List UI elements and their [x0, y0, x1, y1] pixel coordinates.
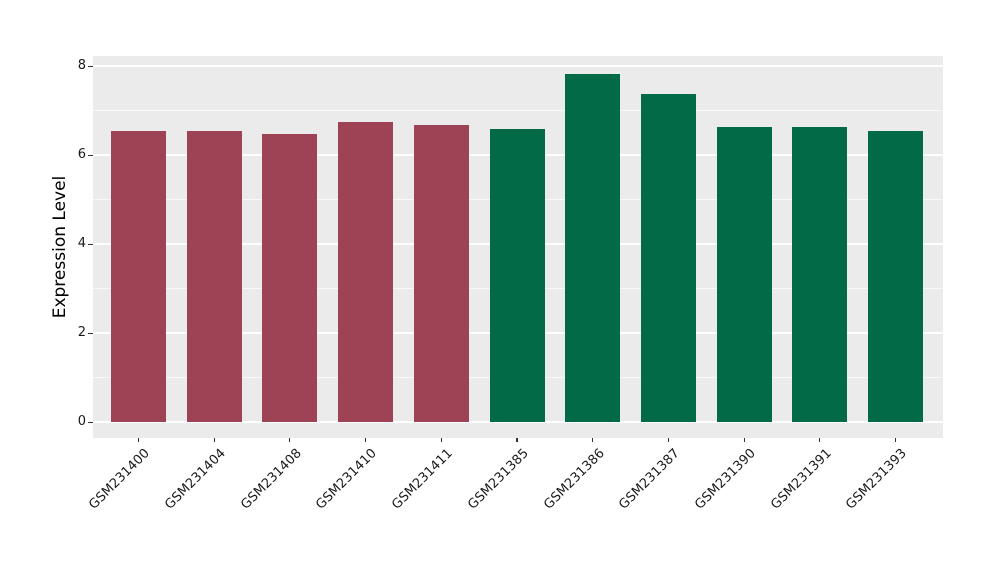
x-tick-label: GSM231391 — [767, 446, 835, 513]
bar-GSM231390 — [716, 126, 772, 422]
x-tick-mark — [440, 438, 442, 442]
bar-GSM231400 — [111, 131, 166, 422]
x-tick-mark — [516, 438, 518, 442]
x-tick-mark — [137, 438, 140, 442]
x-tick-label: GSM231408 — [237, 446, 305, 513]
y-tick-label: 8 — [77, 58, 86, 73]
bar-GSM231404 — [186, 131, 242, 422]
bar-GSM231391 — [792, 126, 848, 422]
y-tick-label: 4 — [77, 236, 86, 251]
x-tick-label: GSM231411 — [389, 446, 456, 513]
bar-GSM231386 — [565, 74, 621, 422]
bar-GSM231411 — [413, 124, 469, 422]
x-tick-label: GSM231393 — [843, 446, 911, 513]
x-tick-mark — [667, 438, 669, 442]
x-tick-mark — [289, 438, 291, 442]
y-tick-label: 0 — [77, 414, 86, 429]
x-tick-mark — [592, 438, 594, 442]
x-tick-label: GSM231387 — [616, 446, 683, 513]
x-tick-label: GSM231410 — [313, 446, 381, 513]
x-tick-label: GSM231404 — [162, 446, 229, 513]
y-tick-mark — [88, 421, 93, 423]
y-tick-mark — [88, 332, 93, 334]
plot-panel — [93, 56, 943, 438]
x-tick-label: GSM231390 — [692, 446, 759, 513]
gridline-minor — [93, 110, 943, 111]
bar-GSM231410 — [338, 122, 394, 422]
bar-GSM231408 — [262, 133, 318, 422]
x-tick-label: GSM231386 — [540, 446, 608, 513]
y-tick-mark — [88, 65, 93, 67]
gridline-major — [93, 421, 943, 423]
x-tick-label: GSM231400 — [86, 446, 154, 513]
y-tick-label: 2 — [77, 325, 86, 340]
y-tick-label: 6 — [77, 147, 86, 162]
x-tick-mark — [213, 438, 215, 442]
bar-GSM231393 — [868, 130, 923, 422]
bar-GSM231387 — [640, 94, 696, 422]
x-tick-label: GSM231385 — [465, 446, 532, 513]
bar-GSM231385 — [489, 129, 545, 422]
y-tick-mark — [88, 154, 93, 156]
x-tick-mark — [743, 438, 745, 442]
gridline-major — [93, 65, 943, 67]
x-tick-mark — [365, 438, 367, 442]
x-tick-mark — [894, 438, 897, 442]
x-tick-mark — [819, 438, 821, 442]
y-tick-mark — [88, 243, 93, 245]
